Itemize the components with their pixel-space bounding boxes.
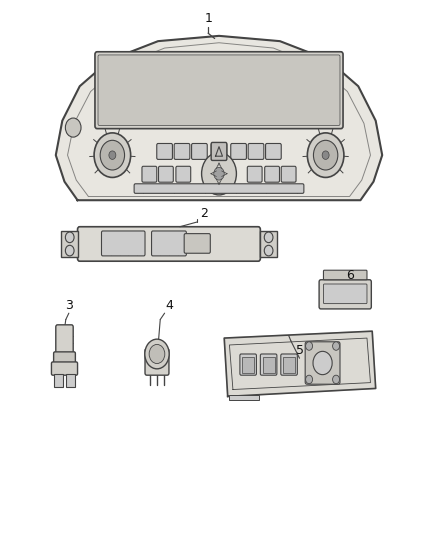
Circle shape xyxy=(264,245,273,256)
FancyBboxPatch shape xyxy=(184,233,210,253)
Text: 3: 3 xyxy=(65,298,73,312)
Circle shape xyxy=(306,375,313,384)
Circle shape xyxy=(307,133,344,177)
FancyBboxPatch shape xyxy=(176,166,191,182)
Text: 1: 1 xyxy=(204,12,212,25)
FancyBboxPatch shape xyxy=(191,143,207,159)
Bar xyxy=(229,395,259,400)
Circle shape xyxy=(313,351,332,375)
Circle shape xyxy=(332,375,339,384)
Bar xyxy=(66,374,75,387)
Circle shape xyxy=(201,152,237,195)
Text: 6: 6 xyxy=(346,269,353,282)
FancyBboxPatch shape xyxy=(211,143,227,159)
FancyBboxPatch shape xyxy=(152,231,186,256)
Circle shape xyxy=(145,339,169,369)
Bar xyxy=(260,231,277,257)
FancyBboxPatch shape xyxy=(247,166,262,182)
FancyBboxPatch shape xyxy=(240,354,256,375)
Text: 4: 4 xyxy=(165,298,173,312)
FancyBboxPatch shape xyxy=(95,52,343,128)
Polygon shape xyxy=(56,36,382,200)
FancyBboxPatch shape xyxy=(56,325,73,354)
FancyBboxPatch shape xyxy=(157,143,173,159)
Circle shape xyxy=(65,245,74,256)
FancyBboxPatch shape xyxy=(51,362,78,375)
Bar xyxy=(283,357,295,373)
FancyBboxPatch shape xyxy=(281,354,297,375)
Circle shape xyxy=(264,232,273,243)
Text: 2: 2 xyxy=(200,207,208,220)
FancyBboxPatch shape xyxy=(53,352,75,364)
FancyBboxPatch shape xyxy=(265,143,281,159)
FancyBboxPatch shape xyxy=(323,284,367,304)
FancyBboxPatch shape xyxy=(211,142,227,160)
FancyBboxPatch shape xyxy=(174,143,190,159)
FancyBboxPatch shape xyxy=(134,184,304,193)
Circle shape xyxy=(65,232,74,243)
Circle shape xyxy=(214,167,224,180)
Circle shape xyxy=(306,342,313,350)
Circle shape xyxy=(149,344,165,364)
Circle shape xyxy=(100,140,124,170)
FancyBboxPatch shape xyxy=(248,143,264,159)
FancyBboxPatch shape xyxy=(319,280,371,309)
FancyBboxPatch shape xyxy=(265,166,279,182)
FancyBboxPatch shape xyxy=(142,166,157,182)
FancyBboxPatch shape xyxy=(281,166,296,182)
FancyBboxPatch shape xyxy=(98,55,340,125)
Circle shape xyxy=(314,140,338,170)
Circle shape xyxy=(65,118,81,137)
FancyBboxPatch shape xyxy=(159,166,173,182)
Polygon shape xyxy=(224,331,376,397)
Circle shape xyxy=(332,342,339,350)
Circle shape xyxy=(322,151,329,159)
Bar xyxy=(53,374,63,387)
Circle shape xyxy=(109,151,116,159)
FancyBboxPatch shape xyxy=(145,349,169,375)
FancyBboxPatch shape xyxy=(231,143,247,159)
Text: 5: 5 xyxy=(296,344,304,357)
FancyBboxPatch shape xyxy=(260,354,277,375)
FancyBboxPatch shape xyxy=(305,342,340,384)
Bar xyxy=(262,357,275,373)
Circle shape xyxy=(94,133,131,177)
Bar xyxy=(242,357,254,373)
FancyBboxPatch shape xyxy=(102,231,145,256)
FancyBboxPatch shape xyxy=(323,270,367,280)
Bar xyxy=(61,231,78,257)
FancyBboxPatch shape xyxy=(78,227,260,261)
